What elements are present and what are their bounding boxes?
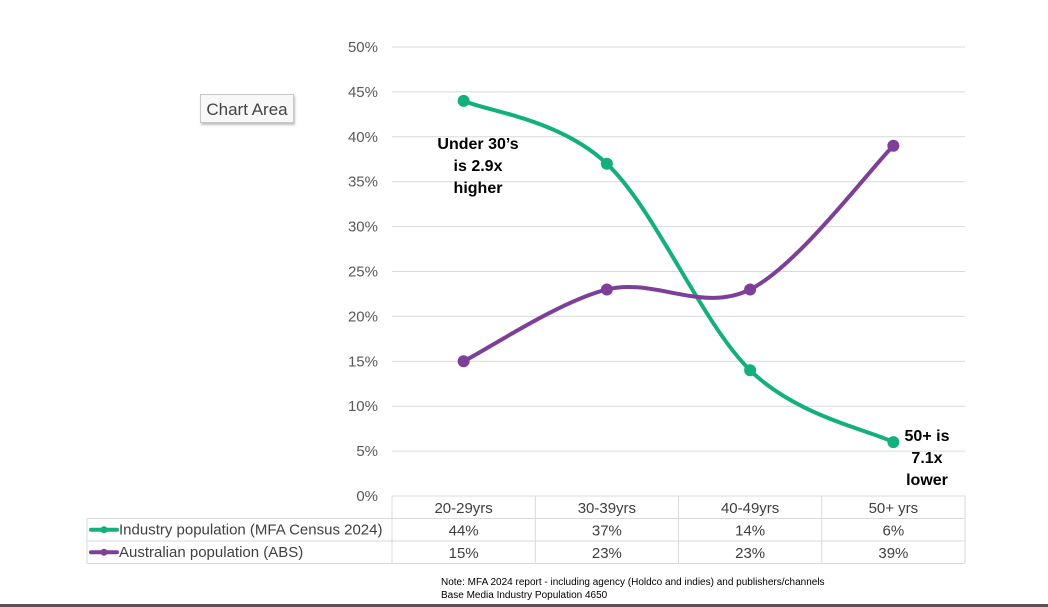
data-point <box>744 364 757 377</box>
series-points <box>457 94 900 449</box>
table-value-cell: 14% <box>735 523 765 540</box>
y-tick-label: 5% <box>356 443 378 460</box>
data-point <box>887 436 900 449</box>
gridlines <box>392 46 965 452</box>
data-table: 20-29yrs 30-39yrs 40-49yrs 50+ yrs Industry … <box>86 495 966 564</box>
annotation: Under 30’s is 2.9x higher <box>437 136 518 197</box>
annotation-text: higher <box>454 180 503 197</box>
y-tick-label: 40% <box>348 129 378 146</box>
data-point <box>457 355 470 368</box>
x-category-label: 50+ yrs <box>869 500 919 517</box>
y-tick-label: 0% <box>356 488 378 505</box>
data-point <box>600 157 613 170</box>
series-lines <box>461 98 896 445</box>
annotation: 50+ is 7.1x lower <box>905 428 950 489</box>
footnote-line-1: Note: MFA 2024 report - including agency… <box>441 577 825 588</box>
y-tick-label: 25% <box>348 264 378 281</box>
legend-series-label: Industry population (MFA Census 2024) <box>119 522 382 539</box>
x-category-label: 40-49yrs <box>721 500 779 517</box>
legend-marker-key <box>100 548 108 556</box>
y-tick-label: 15% <box>348 353 378 370</box>
series-line <box>461 143 896 364</box>
y-tick-label: 20% <box>348 308 378 325</box>
data-point <box>744 283 757 296</box>
series-line <box>461 98 896 445</box>
window-bottom-border <box>0 604 1048 607</box>
table-value-cell: 37% <box>592 523 622 540</box>
x-category-label: 20-29yrs <box>434 500 492 517</box>
annotations: Under 30’s is 2.9x higher 50+ is 7.1x lower <box>437 136 949 489</box>
annotation-text: Under 30’s <box>437 136 518 153</box>
x-category-label: 30-39yrs <box>578 500 636 517</box>
data-point <box>600 283 613 296</box>
table-value-cell: 44% <box>449 523 479 540</box>
footnote: Note: MFA 2024 report - including agency… <box>441 576 825 602</box>
legend-series-label: Australian population (ABS) <box>119 544 303 561</box>
annotation-text: 50+ is <box>905 428 950 445</box>
table-value-cell: 15% <box>449 545 479 562</box>
annotation-text: 7.1x <box>911 450 942 467</box>
table-value-cell: 6% <box>883 523 905 540</box>
table-value-cell: 23% <box>735 545 765 562</box>
chart-area-tooltip: Chart Area <box>200 94 294 123</box>
table-value-cell: 23% <box>592 545 622 562</box>
data-point <box>887 139 900 152</box>
table-value-cell: 39% <box>878 545 908 562</box>
y-tick-label: 35% <box>348 174 378 191</box>
y-tick-label: 10% <box>348 398 378 415</box>
annotation-text: is 2.9x <box>454 158 503 175</box>
annotation-text: lower <box>906 472 948 489</box>
y-axis-ticks: 0% 5% 10% 15% 20% 25% 30% 35% 40% 45% 50% <box>348 39 378 505</box>
y-tick-label: 45% <box>348 84 378 101</box>
y-tick-label: 50% <box>348 39 378 56</box>
data-point <box>457 94 470 107</box>
footnote-line-2: Base Media Industry Population 4650 <box>441 590 608 601</box>
legend-marker-key <box>100 526 108 534</box>
y-tick-label: 30% <box>348 219 378 236</box>
